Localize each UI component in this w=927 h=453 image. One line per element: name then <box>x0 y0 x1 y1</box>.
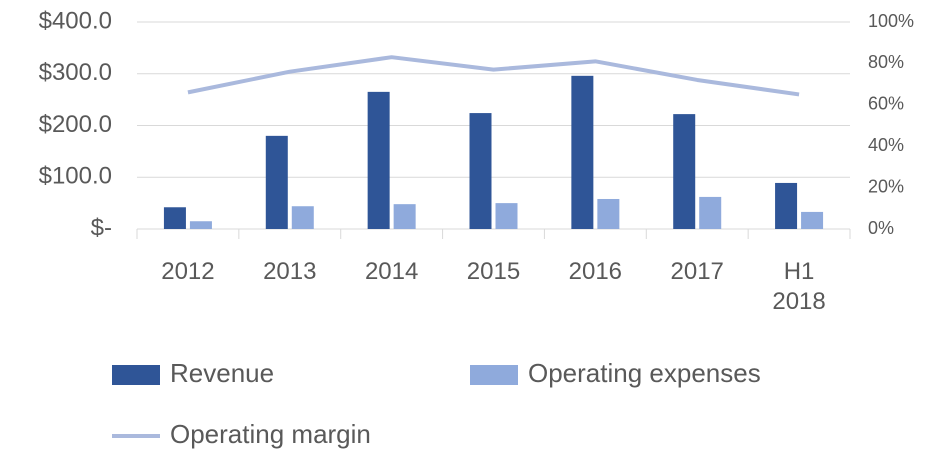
x-tick-label: 2015 <box>466 258 521 285</box>
bar <box>163 207 186 229</box>
y2-tick-label: 0% <box>868 218 894 238</box>
y-tick-label: $300.0 <box>39 59 112 86</box>
y-tick-label: $400.0 <box>39 7 112 34</box>
x-tick-label: 2014 <box>364 258 419 285</box>
y-tick-label: $200.0 <box>39 111 112 138</box>
bar <box>673 114 696 229</box>
line <box>187 55 800 97</box>
legend-label: Operating expenses <box>528 358 761 388</box>
bar <box>291 206 314 229</box>
x-tick-label: 2016 <box>568 258 623 285</box>
legend-label: Operating margin <box>170 419 371 449</box>
x-tick-label: 2017 <box>670 258 724 285</box>
legend-swatch <box>112 365 160 385</box>
x-tick-label: 2013 <box>263 258 317 285</box>
y2-tick-label: 40% <box>868 135 904 155</box>
bar <box>699 196 722 229</box>
bar <box>393 204 416 229</box>
bar <box>189 221 212 229</box>
bar <box>571 75 594 229</box>
x-tick-label: 2012 <box>161 258 215 285</box>
x-tick-label: H1 2018 <box>772 258 826 315</box>
legend-label: Revenue <box>170 358 274 388</box>
legend-swatch <box>470 365 518 385</box>
bar <box>775 182 798 229</box>
y-tick-label: $100.0 <box>39 163 112 190</box>
y2-tick-label: 100% <box>868 11 914 31</box>
bar <box>367 91 390 229</box>
y-tick-label: $- <box>91 214 112 241</box>
bar <box>265 135 288 229</box>
bar <box>495 203 518 229</box>
bar <box>801 211 824 229</box>
y2-tick-label: 60% <box>868 94 904 114</box>
y2-tick-label: 80% <box>868 52 904 72</box>
bar <box>597 198 620 229</box>
bar <box>469 113 492 229</box>
y2-tick-label: 20% <box>868 176 904 196</box>
